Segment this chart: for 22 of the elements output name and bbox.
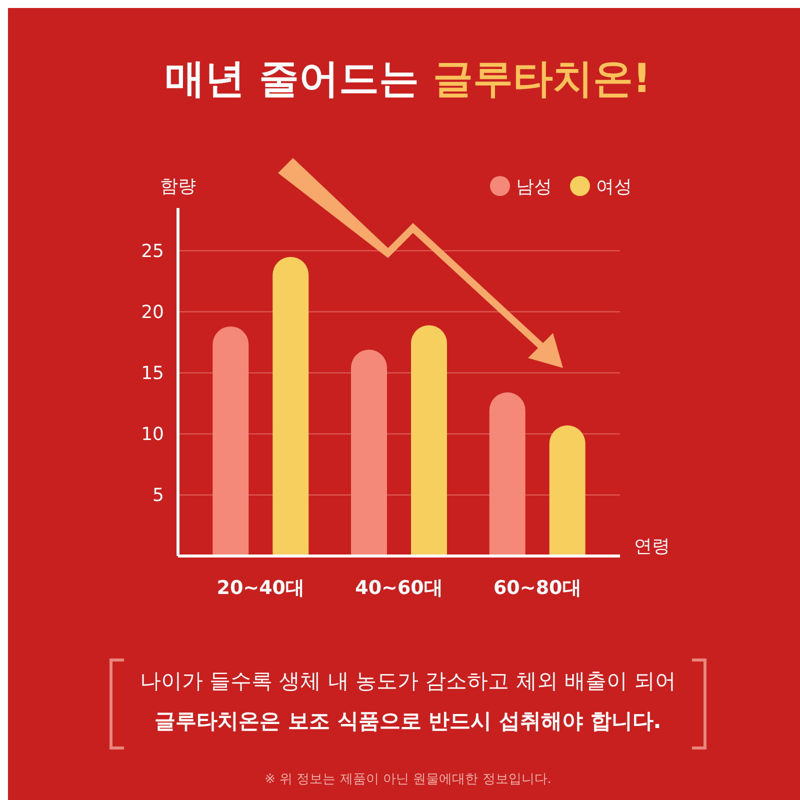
y-tick-label: 15	[141, 363, 164, 384]
bar	[272, 256, 309, 556]
chart-title: 매년 줄어드는 글루타치온!	[164, 56, 652, 102]
legend-label: 남성	[516, 176, 552, 198]
y-tick-label: 25	[141, 241, 164, 262]
y-tick-label: 20	[141, 302, 164, 324]
bar	[411, 325, 448, 556]
y-tick-label: 5	[152, 485, 164, 506]
legend-label: 여성	[596, 176, 632, 198]
bar	[350, 350, 387, 556]
x-tick-label: 40~60대	[355, 577, 443, 599]
text: ※ 위 정보는 제품이 아닌 원물에대한 정보입니다.	[264, 772, 552, 787]
bar	[489, 392, 526, 556]
bar	[549, 425, 586, 556]
x-tick-label: 20~40대	[216, 577, 305, 599]
x-tick-label: 60~80대	[493, 577, 582, 599]
y-tick-label: 10	[141, 424, 164, 446]
x-axis-title: 연령	[634, 536, 670, 557]
text: 글루타치온은 보조 식품으로 반드시 섭취해야 합니다.	[154, 709, 662, 733]
y-axis-title: 함량	[160, 176, 196, 197]
bar	[212, 326, 249, 556]
text: 나이가 들수록 생체 내 농도가 감소하고 체외 배출이 되어	[140, 669, 676, 693]
